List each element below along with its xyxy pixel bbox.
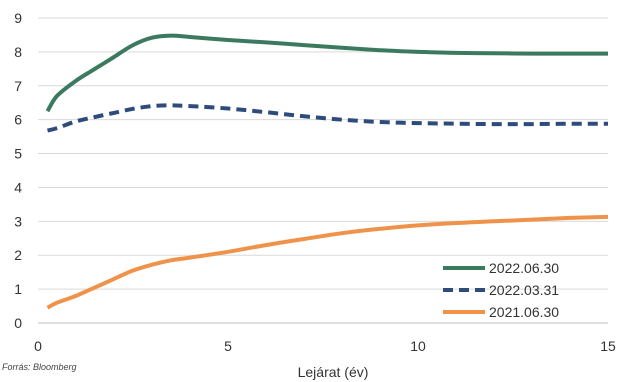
y-tick-label: 2 [14, 247, 22, 263]
gridlines [38, 17, 608, 290]
y-axis-ticks: 0 1 2 3 4 5 6 7 8 9 [14, 10, 22, 331]
x-tick-label: 5 [224, 338, 232, 354]
y-tick-label: 6 [14, 112, 22, 128]
series-line-2022.06.30 [45, 33, 608, 113]
y-tick-label: 7 [14, 78, 22, 94]
x-tick-label: 0 [34, 338, 42, 354]
y-tick-label: 0 [14, 315, 22, 331]
legend-label-2022.03.31: 2022.03.31 [489, 282, 559, 298]
legend-label-2022.06.30: 2022.06.30 [489, 260, 559, 276]
y-tick-label: 9 [14, 10, 22, 26]
y-tick-label: 1 [14, 281, 22, 297]
y-tick-label: 5 [14, 146, 22, 162]
x-tick-label: 10 [410, 338, 426, 354]
x-axis-label: Lejárat (év) [298, 364, 369, 380]
series-line-2021.06.30 [46, 214, 609, 310]
y-tick-label: 3 [14, 213, 22, 229]
y-tick-label: 8 [14, 44, 22, 60]
series-lines [45, 33, 609, 310]
x-tick-label: 15 [600, 338, 616, 354]
y-tick-label: 4 [14, 179, 22, 195]
source-note: Forrás: Bloomberg [2, 362, 77, 372]
legend-label-2021.06.30: 2021.06.30 [489, 304, 559, 320]
legend: 2022.06.30 2022.03.31 2021.06.30 [443, 260, 559, 320]
series-line-2022.03.31 [47, 103, 608, 133]
x-axis-ticks: 0 5 10 15 [34, 338, 616, 354]
